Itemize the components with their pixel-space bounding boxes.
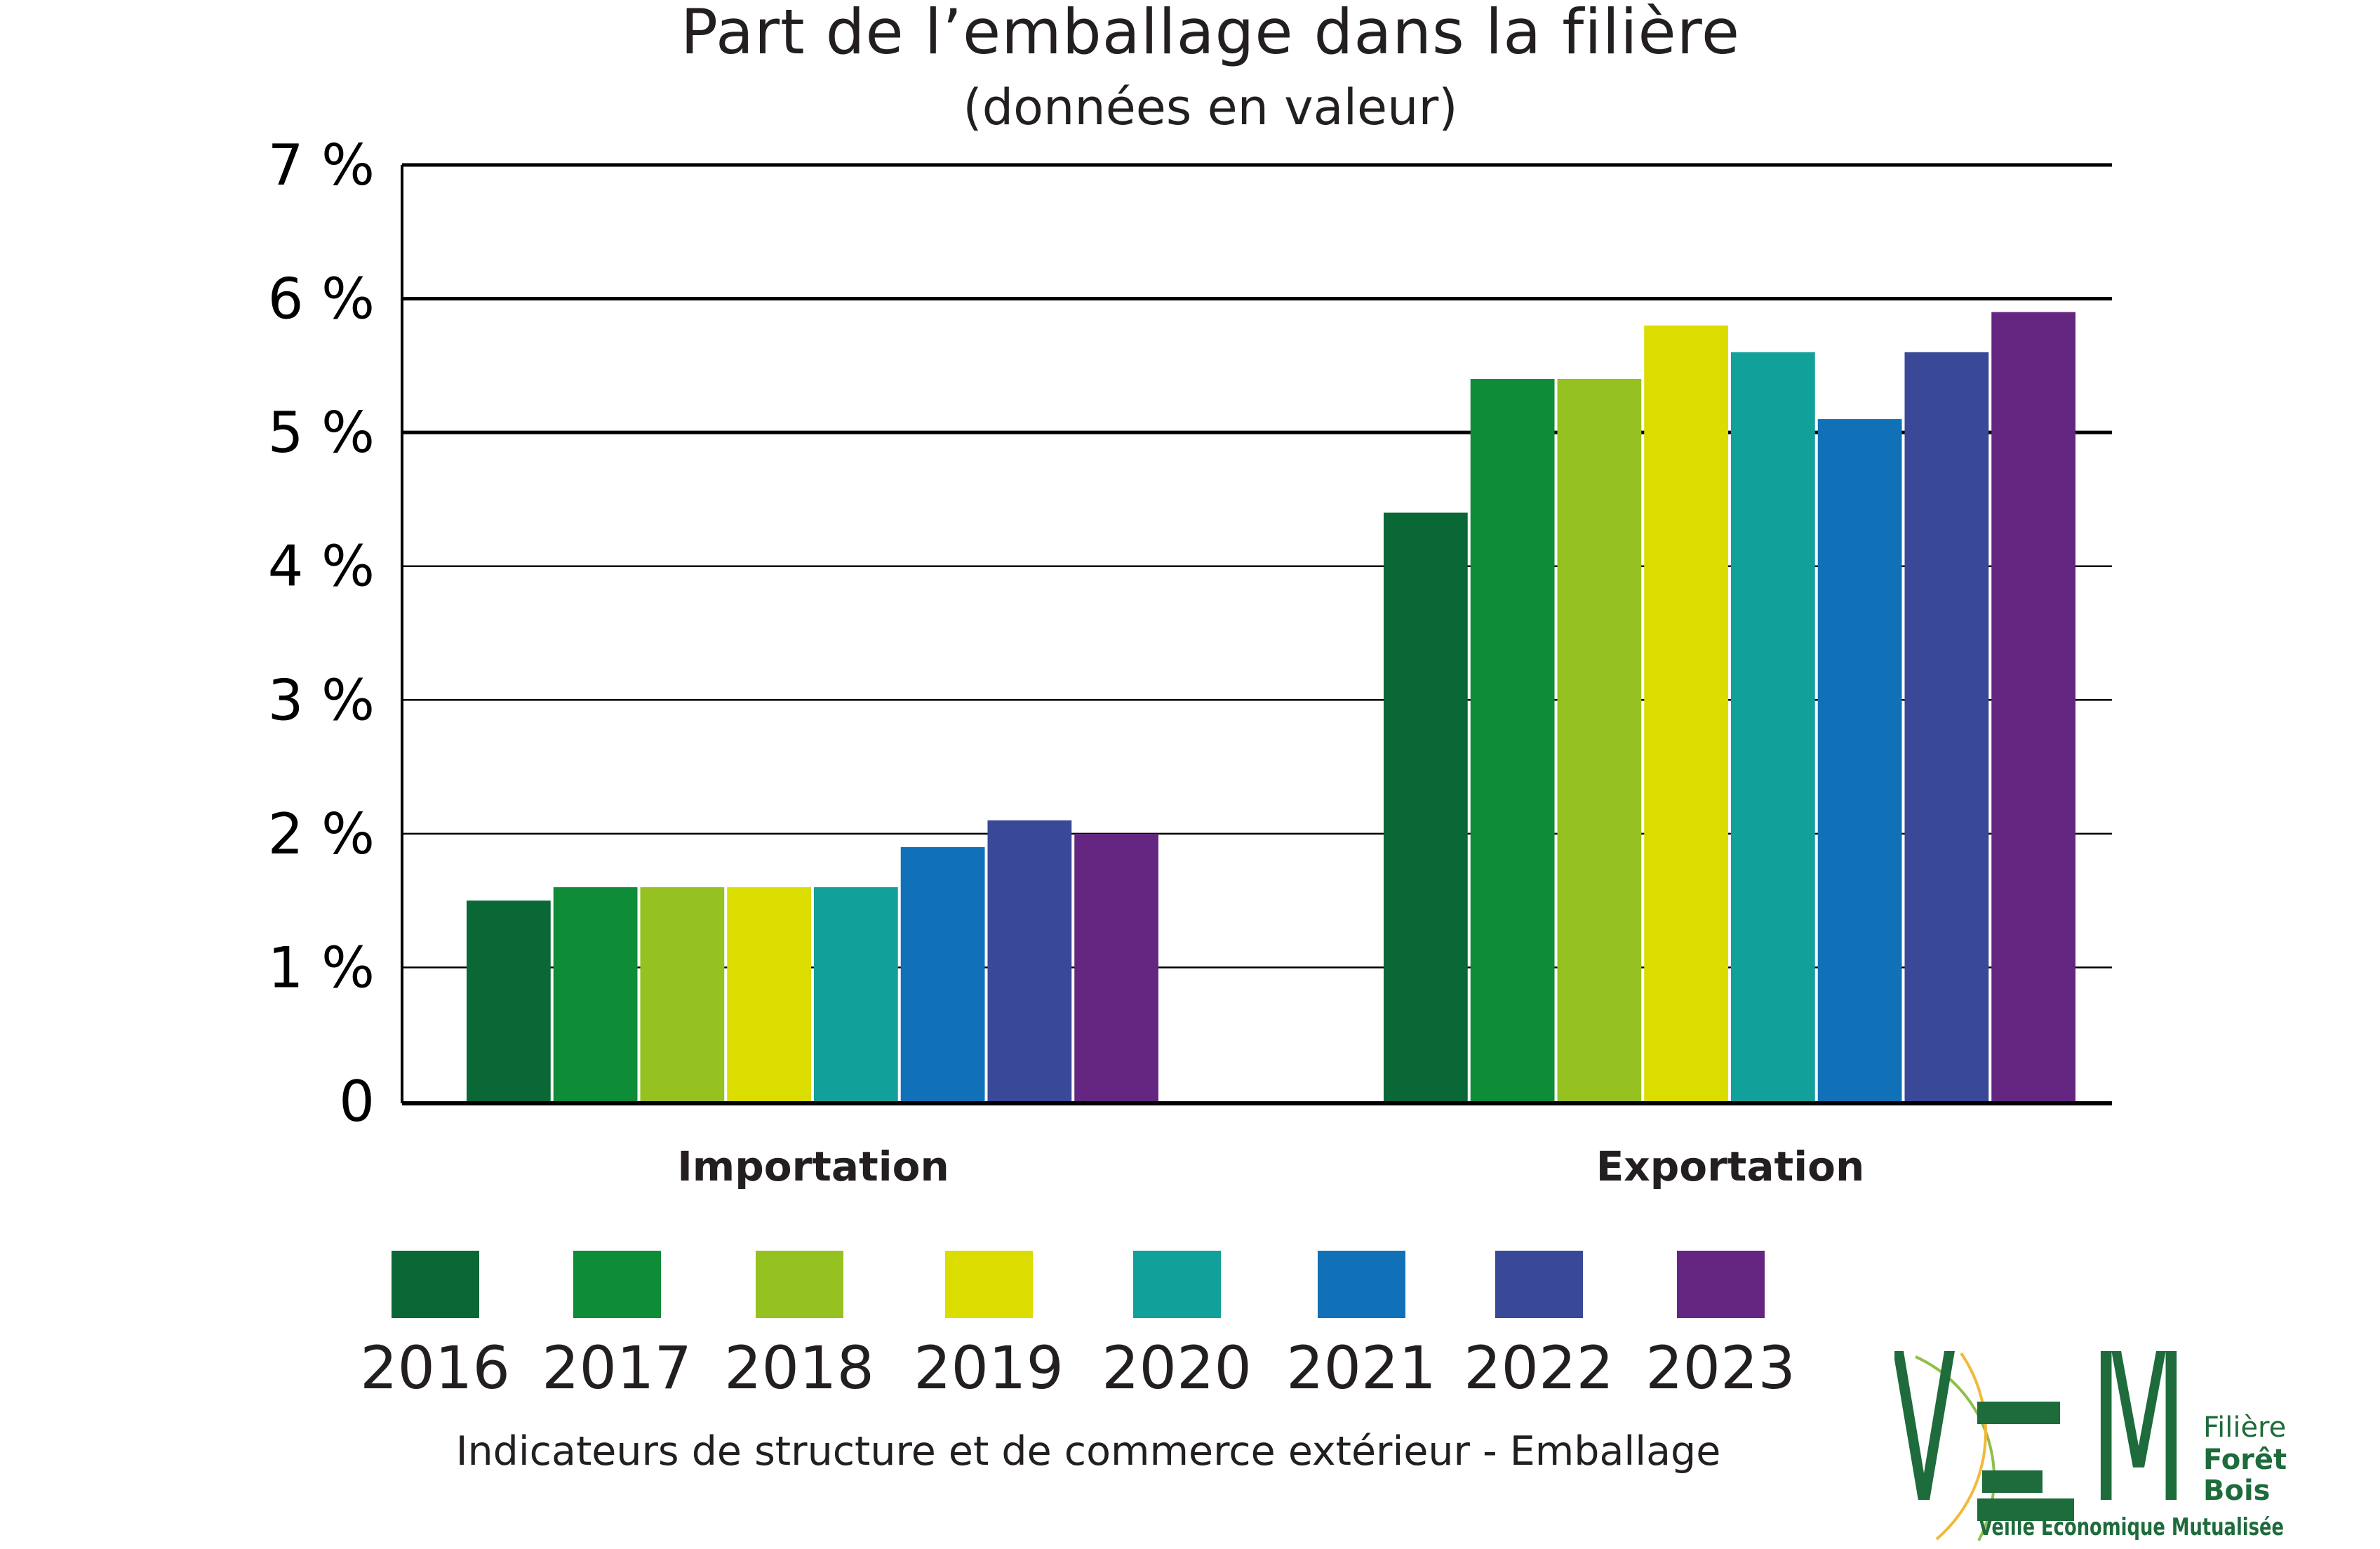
logo-line-foret: Forêt [2203, 1444, 2287, 1476]
category-label: Exportation [1596, 1143, 1865, 1190]
y-tick-label: 0 [339, 1069, 375, 1134]
legend-label-2021: 2021 [1286, 1334, 1436, 1402]
legend-swatch-2016 [392, 1251, 479, 1318]
logo-tagline: Veille Economique Mutualisée [1979, 1513, 2284, 1541]
y-tick-label: 6 % [268, 267, 375, 332]
bar-exportation-2021 [1817, 419, 1902, 1101]
legend-label-2017: 2017 [542, 1334, 692, 1402]
y-tick-label: 4 % [268, 534, 375, 599]
y-tick-label: 5 % [268, 400, 375, 465]
bar-exportation-2017 [1470, 378, 1555, 1101]
bar-exportation-2016 [1384, 512, 1468, 1101]
bar-exportation-2023 [1991, 312, 2075, 1102]
y-tick-label: 3 % [268, 667, 375, 733]
legend-swatch-2021 [1318, 1251, 1405, 1318]
bar-importation-2020 [814, 887, 898, 1101]
logo-e-bar-bottom [1977, 1498, 2074, 1521]
y-tick-label: 7 % [268, 133, 375, 198]
bar-exportation-2020 [1731, 352, 1815, 1101]
legend-swatch-2018 [756, 1251, 843, 1318]
legend-swatch-2022 [1495, 1251, 1583, 1318]
legend-label-2023: 2023 [1645, 1334, 1796, 1402]
legend-label-2016: 2016 [360, 1334, 510, 1402]
footer-source-text: Indicateurs de structure et de commerce … [455, 1428, 1721, 1475]
bar-importation-2018 [640, 887, 725, 1101]
legend-label-2018: 2018 [724, 1334, 874, 1402]
logo-letter-m: M [2090, 1351, 2188, 1549]
legend-label-2020: 2020 [1102, 1334, 1252, 1402]
chart-title: Part de l’emballage dans la filière [680, 0, 1741, 68]
legend-swatch-2023 [1677, 1251, 1765, 1318]
bar-exportation-2018 [1557, 378, 1642, 1101]
bar-chart: 0 1 % 2 % 3 % 4 % 5 % 6 % 7 % Importation Export… [268, 133, 2112, 1190]
bar-exportation-2022 [1904, 352, 1989, 1101]
logo-e-bar-top [1977, 1402, 2060, 1424]
bar-importation-2022 [987, 820, 1072, 1101]
logo-line-bois: Bois [2203, 1475, 2271, 1507]
bar-importation-2023 [1074, 833, 1158, 1101]
bar-importation-2017 [553, 887, 638, 1101]
category-label: Importation [677, 1143, 949, 1190]
vem-logo: V M Filière Forêt Bois Veille Economique… [1894, 1351, 2287, 1549]
logo-arc-yellow [1935, 1352, 1987, 1541]
bar-exportation-2019 [1644, 325, 1728, 1102]
chart-subtitle: (données en valeur) [963, 79, 1458, 136]
y-tick-label: 2 % [268, 802, 375, 867]
legend-label-2022: 2022 [1464, 1334, 1614, 1402]
y-tick-label: 1 % [268, 935, 375, 1000]
legend-swatch-2020 [1133, 1251, 1221, 1318]
logo-e-bar-mid [1982, 1470, 2043, 1493]
legend-swatch-2019 [945, 1251, 1033, 1318]
legend-label-2019: 2019 [914, 1334, 1064, 1402]
legend-swatch-2017 [573, 1251, 661, 1318]
logo-line-filiere: Filière [2203, 1411, 2286, 1444]
bar-importation-2019 [727, 887, 811, 1101]
bar-importation-2016 [467, 900, 551, 1101]
bar-importation-2021 [900, 846, 985, 1101]
logo-letter-v: V [1894, 1351, 1959, 1549]
